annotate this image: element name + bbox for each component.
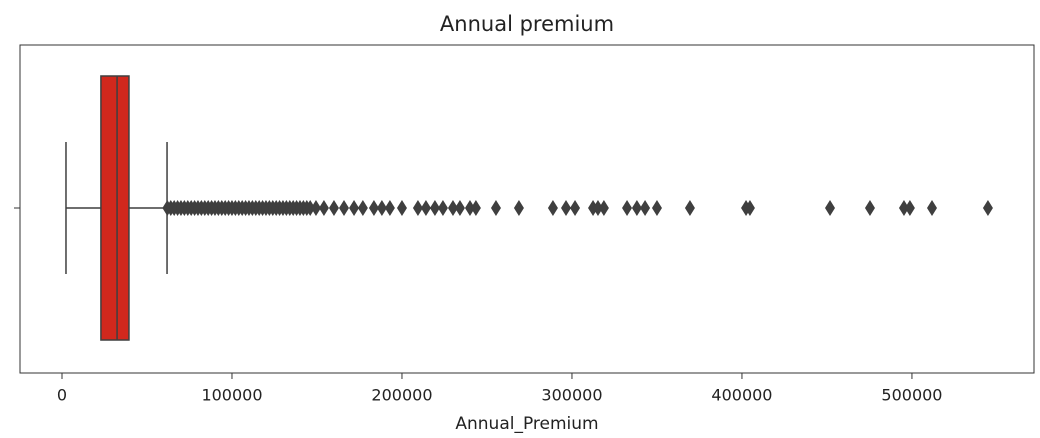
outlier: [684, 200, 695, 216]
outlier: [396, 200, 407, 216]
outlier: [464, 200, 475, 216]
outlier: [651, 200, 662, 216]
outlier: [318, 200, 329, 216]
outlier: [447, 200, 458, 216]
outlier: [368, 200, 379, 216]
outlier: [744, 200, 755, 216]
x-tick-label: 100000: [201, 386, 262, 405]
x-tick-label: 0: [57, 386, 67, 405]
outlier: [384, 200, 395, 216]
outlier: [904, 200, 915, 216]
outlier: [640, 200, 651, 216]
plot-frame: [19, 44, 1035, 374]
outlier: [864, 200, 875, 216]
x-tick-label: 300000: [541, 386, 602, 405]
chart-title: Annual premium: [440, 12, 614, 36]
outlier: [898, 200, 909, 216]
outlier: [420, 200, 431, 216]
box: [100, 75, 130, 341]
outlier: [598, 200, 609, 216]
outlier: [490, 200, 501, 216]
outlier: [310, 200, 321, 216]
x-tick-label: 500000: [881, 386, 942, 405]
outlier: [349, 200, 360, 216]
outlier: [927, 200, 938, 216]
outlier: [429, 200, 440, 216]
outlier: [547, 200, 558, 216]
outlier: [513, 200, 524, 216]
outlier: [622, 200, 633, 216]
outlier: [631, 200, 642, 216]
outlier: [328, 200, 339, 216]
outlier: [561, 200, 572, 216]
outlier: [437, 200, 448, 216]
x-tick-label: 200000: [371, 386, 432, 405]
outlier: [357, 200, 368, 216]
outlier: [339, 200, 350, 216]
outlier: [376, 200, 387, 216]
outlier: [592, 200, 603, 216]
outlier: [570, 200, 581, 216]
outlier: [305, 200, 316, 216]
outlier: [454, 200, 465, 216]
x-tick-label: 400000: [711, 386, 772, 405]
outlier: [982, 200, 993, 216]
outlier: [412, 200, 423, 216]
x-axis-label: Annual_Premium: [455, 414, 598, 434]
outlier: [470, 200, 481, 216]
outlier: [825, 200, 836, 216]
